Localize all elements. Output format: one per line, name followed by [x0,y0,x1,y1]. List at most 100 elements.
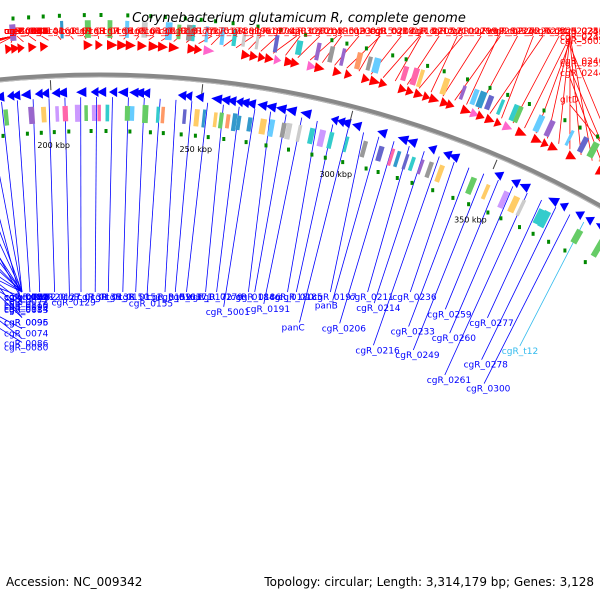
gene-label-bottom: cgR_0127 [37,293,81,303]
outer-category-block [354,52,364,70]
forward-gene-arrow [194,44,203,55]
label-connector [210,35,221,46]
inner-category-block [217,112,224,129]
gene-label-top: cgR_0250 [560,27,600,37]
outer-category-block [254,31,261,50]
outer-marker-dot [199,17,203,22]
label-connector [32,99,41,293]
inner-marker-dot [222,137,226,141]
gene-label-top: cgR_0205 [411,27,455,37]
inner-category-block [326,131,335,149]
gene-label-top: cgR_0207 [370,27,414,37]
outer-marker-dot [99,13,103,17]
gene-label-top: cgR_0076 [4,27,49,37]
gene-label-bottom: cgR_0150 [105,293,150,303]
reverse-gene-arrow [575,211,586,221]
tick-line [49,80,52,91]
gene-label-top: cgR_r01 [4,27,41,37]
forward-gene-arrow [28,42,37,53]
label-connector [558,35,571,144]
label-connector [358,35,380,72]
label-connector [205,104,224,293]
gene-label-top: cgR_0209 [332,27,377,37]
outer-marker-dot [578,125,582,130]
gene-label-top: cgR_0242 [560,33,600,43]
forward-gene-arrow [547,141,558,151]
label-connector [0,243,23,293]
label-connector [332,136,380,301]
inner-marker-dot [148,130,152,135]
reverse-gene-arrow [337,117,346,128]
forward-gene-arrow [343,69,353,79]
inner-marker-dot [547,239,551,244]
gene-label-top: cgR_0219 [453,27,498,37]
label-connector [569,41,582,156]
outer-category-block [231,28,238,47]
reverse-gene-arrow [443,150,453,161]
gene-label-top: cgR_0244 [560,69,600,79]
gene-label-bottom: cgR_t12 [502,347,538,357]
inner-category-block [91,105,96,121]
inner-marker-dot [161,131,165,136]
outer-category-block [9,24,17,42]
outer-category-block [484,94,495,111]
reverse-gene-arrow [51,87,61,98]
reverse-gene-arrow [177,90,187,101]
inner-category-block [105,104,110,122]
gene-label-bottom: cgR_0180 [270,293,315,303]
reverse-gene-arrow [195,92,205,103]
gene-label-top: cgR_0119 [4,27,49,37]
backbone-ring [0,72,600,209]
outer-category-block [496,99,506,116]
label-connector [0,218,23,305]
gene-label-bottom: cgR_0179 [199,293,244,303]
gene-label-bottom: cgR_0278 [464,361,509,371]
reverse-gene-arrow [34,88,43,99]
outer-marker-dot [149,14,153,19]
inner-category-block [129,106,135,121]
inner-category-block [401,153,410,170]
forward-gene-arrow [117,40,128,51]
gene-label-bottom: panB [315,302,338,312]
gene-label-bottom: cgR_0171 [169,293,213,303]
label-connector [174,101,193,293]
gene-label-bottom: cgR_0095 [4,319,48,329]
outer-marker-dot [426,63,430,68]
inner-marker-dot [244,140,248,145]
gene-label-top: cgR_5002 [560,37,600,47]
inner-category-block [480,183,491,200]
gene-label-bottom: cgR_0131 [4,293,48,303]
inner-marker-dot [67,129,71,134]
label-connector [382,35,420,78]
inner-category-block [570,228,584,245]
gene-label-top: cgR_0182 [144,27,188,37]
reverse-gene-arrow [494,171,505,181]
gene-label-top: cgR_0255 [560,60,600,70]
inner-category-block [267,119,276,137]
outer-category-block [512,105,524,124]
gene-label-top: cgR_0224 [523,27,568,37]
gene-label-top: cgR_0196 [227,27,272,37]
label-connector [248,111,271,293]
outer-category-block [219,27,226,46]
inner-marker-dot [563,248,567,253]
gene-label-bottom: cgR_0111 [4,293,48,303]
forward-gene-arrow [368,75,381,86]
gene-label-bottom: cgR_0261 [427,376,471,386]
gene-label-top: cgR_0169 [48,27,93,37]
gene-label-top: cgR_0231 [560,27,600,37]
inner-marker-dot [518,225,521,230]
outer-category-block [191,24,196,42]
gene-label-top: cgR_0071 [4,27,48,37]
reverse-gene-arrow [133,88,145,98]
label-connector [444,192,528,376]
gene-label-bottom: cgR_0072 [4,298,48,308]
gene-label-bottom: cgR_0172 [188,293,232,303]
label-connector [0,262,23,293]
outer-category-block [371,57,382,74]
inner-category-block [307,127,316,145]
inner-category-block [74,104,81,122]
label-connector [501,35,534,119]
gene-label-top: cgR_0183 [129,27,173,37]
label-connector [0,35,15,42]
